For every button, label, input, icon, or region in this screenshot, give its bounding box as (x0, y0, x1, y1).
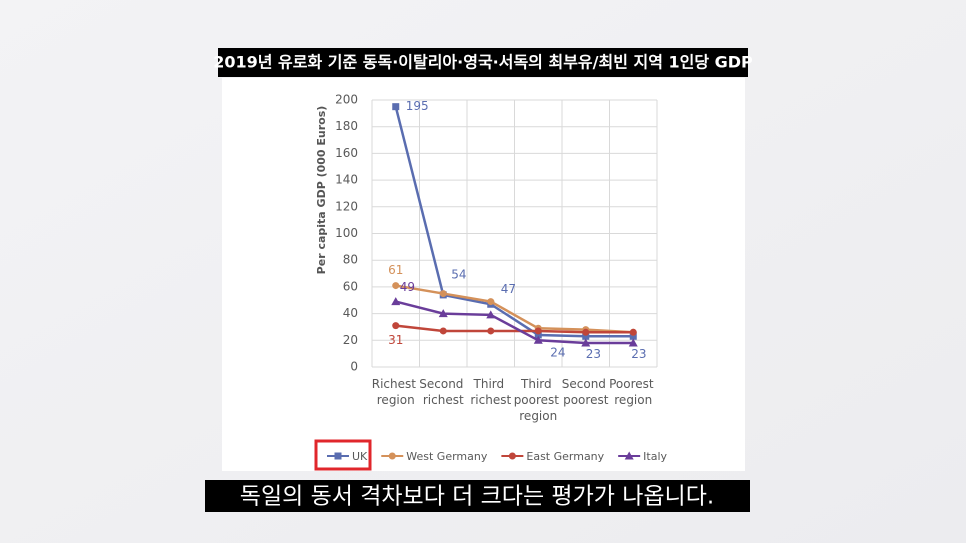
marker (624, 451, 634, 460)
data-label: 47 (501, 282, 516, 296)
marker (582, 328, 590, 336)
marker (629, 328, 637, 336)
legend-label: UK (352, 450, 368, 463)
marker (487, 327, 495, 335)
data-label: 195 (406, 99, 429, 113)
marker (581, 338, 591, 347)
y-tick-label: 0 (350, 360, 358, 374)
marker (534, 327, 542, 335)
marker (392, 103, 400, 111)
marker (486, 310, 496, 319)
x-tick-label: Poorest region (609, 377, 657, 407)
caption-box (205, 480, 750, 512)
marker (533, 335, 543, 344)
marker (392, 322, 400, 330)
y-tick-label: 60 (343, 279, 358, 293)
marker (438, 309, 448, 318)
marker (334, 452, 342, 460)
marker (487, 298, 495, 306)
y-tick-label: 120 (335, 199, 358, 213)
data-label: 49 (400, 280, 415, 294)
y-tick-label: 40 (343, 306, 358, 320)
x-tick-label: Richest region (372, 377, 420, 407)
data-label: 61 (388, 263, 403, 277)
marker (439, 290, 447, 298)
marker (508, 452, 516, 460)
y-tick-label: 100 (335, 226, 358, 240)
marker (629, 332, 637, 340)
legend-label: Italy (643, 450, 667, 463)
plot: 0 20 40 60 80 100 120 140 160 180 200 Richest regio… (327, 93, 668, 463)
x-tick-label: Third richest (470, 377, 511, 407)
y-tick-label: 20 (343, 333, 358, 347)
y-tick-label: 180 (335, 119, 358, 133)
marker (534, 331, 542, 339)
highlight-box (314, 439, 372, 471)
marker (388, 452, 396, 460)
y-tick-label: 140 (335, 173, 358, 187)
series-line (395, 300, 634, 345)
marker (439, 327, 447, 335)
series-line (395, 284, 634, 334)
y-tick-label: 160 (335, 146, 358, 160)
banner: 2019년 유로화 기준 동독·이탈리아·영국·서독의 최부유/최빈 지역 1인… (213, 53, 753, 72)
y-tick-label: 200 (335, 93, 358, 107)
data-label: 31 (388, 333, 403, 347)
legend-label: West Germany (406, 450, 488, 463)
marker (582, 332, 590, 340)
marker (391, 297, 401, 306)
x-tick-label: Third poorest region (514, 377, 563, 423)
data-label: 54 (451, 267, 466, 281)
y-tick-label: 80 (343, 253, 358, 267)
x-tick-label: Second poorest (562, 377, 610, 407)
banner-box (218, 48, 748, 77)
data-label: 24 (550, 345, 565, 359)
data-label: 23 (631, 347, 646, 361)
y-axis-label: Per capita GDP (000 Euros) (315, 106, 328, 275)
marker (628, 338, 638, 347)
x-tick-label: Second richest (419, 377, 467, 407)
series-line (395, 324, 634, 334)
legend-label: East Germany (526, 450, 604, 463)
series-line (394, 106, 634, 338)
chart-panel (222, 78, 745, 471)
data-label: 23 (586, 347, 601, 361)
marker (392, 282, 400, 290)
caption: 독일의 동서 격차보다 더 크다는 평가가 나옵니다. (240, 484, 714, 510)
